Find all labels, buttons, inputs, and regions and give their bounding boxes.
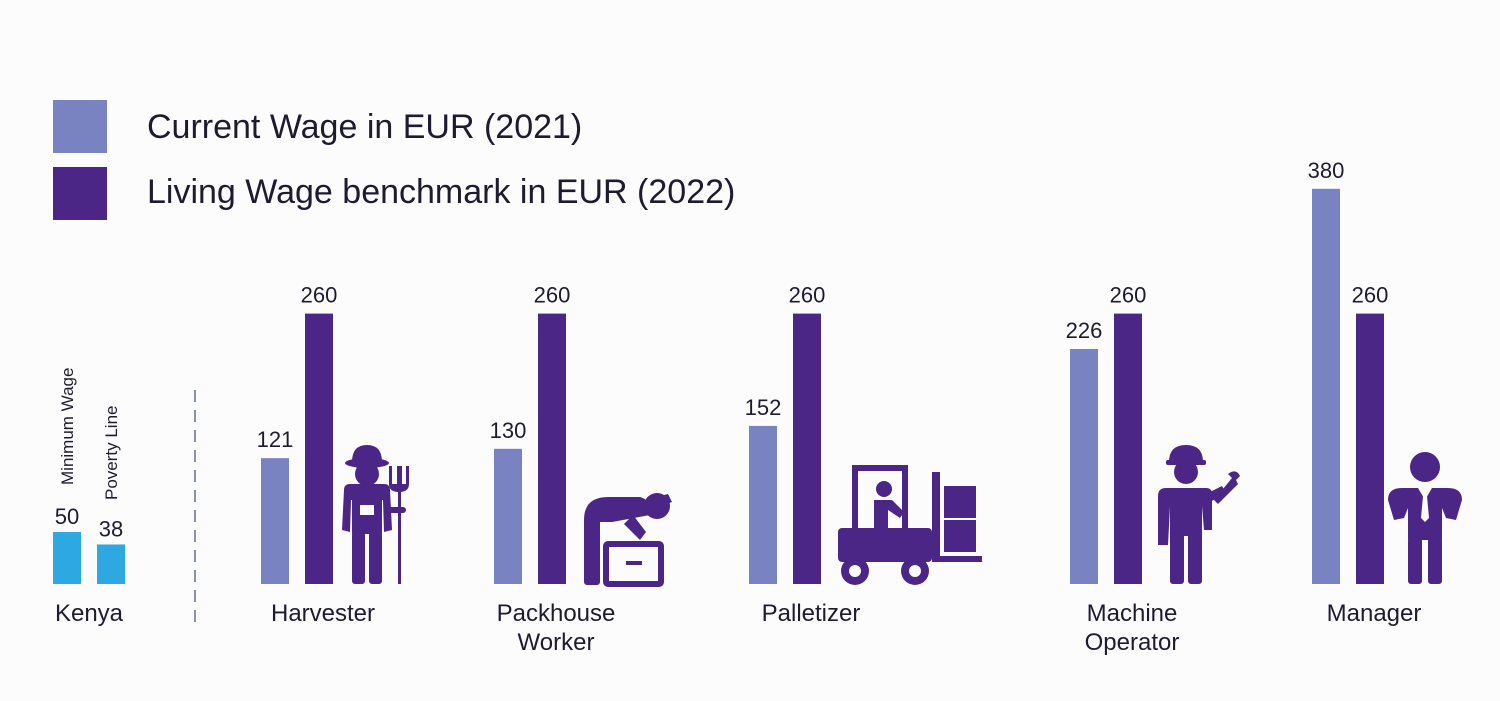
value-label-living-machine-operator: 260 (1110, 283, 1147, 308)
value-label-current-harvester: 121 (257, 427, 294, 452)
category-label-kenya: Kenya (55, 600, 124, 627)
category-label-line: Worker (518, 629, 595, 656)
category-label-palletizer: Palletizer (762, 600, 861, 627)
value-label-current-manager: 380 (1308, 158, 1345, 183)
category-label-line: Packhouse (497, 600, 616, 627)
forklift-icon (838, 465, 982, 585)
legend: Current Wage in EUR (2021) Living Wage b… (53, 100, 735, 220)
category-label-harvester: Harvester (271, 600, 375, 627)
legend-label-living: Living Wage benchmark in EUR (2022) (147, 173, 735, 211)
kenya-reference-group: 50 38 Minimum Wage Poverty Line Kenya (53, 368, 125, 627)
manager-icon (1388, 452, 1462, 584)
bar-living-machine-operator (1114, 313, 1142, 584)
bar-current-palletizer (749, 425, 777, 584)
value-label-minimum-wage: 50 (55, 504, 79, 529)
worker-lifting-box-icon (584, 493, 672, 587)
bar-current-manager (1312, 188, 1340, 585)
category-label-line: Harvester (271, 600, 375, 627)
technician-with-wrench-icon (1158, 445, 1240, 584)
value-label-living-harvester: 260 (301, 283, 338, 308)
bar-current-packhouse-worker (494, 448, 522, 584)
label-minimum-wage: Minimum Wage (58, 368, 77, 485)
value-label-living-manager: 260 (1352, 283, 1389, 308)
value-label-current-machine-operator: 226 (1066, 318, 1103, 343)
legend-label-current: Current Wage in EUR (2021) (147, 108, 582, 146)
label-poverty-line: Poverty Line (102, 406, 121, 501)
bar-living-packhouse-worker (538, 313, 566, 584)
bib-pocket (360, 505, 374, 515)
value-label-current-palletizer: 152 (745, 395, 782, 420)
category-label-manager: Manager (1327, 600, 1422, 627)
category-label-line: Machine (1087, 600, 1178, 627)
category-label-packhouse-worker: Packhouse Worker (497, 600, 616, 656)
bar-living-palletizer (793, 313, 821, 584)
value-label-living-palletizer: 260 (789, 283, 826, 308)
legend-swatch-current (53, 100, 107, 153)
category-label-machine-operator: Machine Operator (1085, 600, 1180, 656)
category-label-line: Operator (1085, 629, 1180, 656)
bar-minimum-wage (53, 532, 81, 584)
bar-poverty-line (97, 544, 125, 584)
bar-living-manager (1356, 313, 1384, 584)
value-label-living-packhouse-worker: 260 (534, 283, 571, 308)
category-label-line: Manager (1327, 600, 1422, 627)
category-label-line: Palletizer (762, 600, 861, 627)
bar-groups: 121 260 Harvester 130 260 Packhouse Worke… (257, 158, 1422, 656)
bar-current-machine-operator (1070, 348, 1098, 584)
value-label-current-packhouse-worker: 130 (490, 418, 527, 443)
value-label-poverty-line: 38 (99, 516, 123, 541)
bar-current-harvester (261, 458, 289, 584)
legend-swatch-living (53, 167, 107, 220)
bar-living-harvester (305, 313, 333, 584)
farmer-with-pitchfork-icon (342, 445, 409, 584)
